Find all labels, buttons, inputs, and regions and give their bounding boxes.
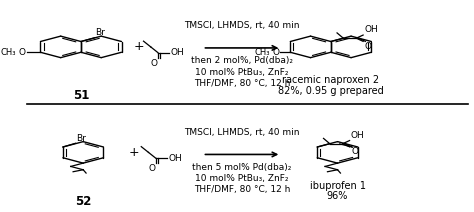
Text: 96%: 96% [327,191,348,201]
Text: then 2 mol%, Pd(dba)₂: then 2 mol%, Pd(dba)₂ [191,56,293,65]
Text: CH₃: CH₃ [0,48,16,57]
Text: 10 mol% PtBu₃, ZnF₂: 10 mol% PtBu₃, ZnF₂ [195,174,289,183]
Text: O: O [148,164,155,173]
Text: THF/DMF, 80 °C, 12 h: THF/DMF, 80 °C, 12 h [194,186,290,194]
Text: Br: Br [95,28,105,37]
Text: 52: 52 [75,195,91,208]
Text: 10 mol% PtBu₃, ZnF₂: 10 mol% PtBu₃, ZnF₂ [195,68,289,77]
Text: 51: 51 [73,89,89,102]
Text: 82%, 0.95 g prepared: 82%, 0.95 g prepared [278,86,383,96]
Text: OH: OH [351,131,365,140]
Text: O: O [19,48,26,57]
Text: O: O [351,147,358,156]
Text: O: O [273,48,280,57]
Text: +: + [133,40,144,53]
Text: O: O [365,42,372,51]
Text: ibuprofen 1: ibuprofen 1 [310,181,365,191]
Text: OH: OH [365,25,378,34]
Text: racemic naproxen 2: racemic naproxen 2 [282,75,379,85]
Text: TMSCl, LHMDS, rt, 40 min: TMSCl, LHMDS, rt, 40 min [184,21,300,30]
Text: Br: Br [76,134,86,143]
Text: O: O [151,59,158,68]
Text: +: + [129,146,139,159]
Text: CH₃: CH₃ [254,48,270,57]
Text: THF/DMF, 80 °C, 12 h: THF/DMF, 80 °C, 12 h [194,79,290,88]
Text: OH: OH [170,48,184,57]
Text: TMSCl, LHMDS, rt, 40 min: TMSCl, LHMDS, rt, 40 min [184,128,300,137]
Text: then 5 mol% Pd(dba)₂: then 5 mol% Pd(dba)₂ [192,163,292,172]
Text: OH: OH [168,154,182,163]
